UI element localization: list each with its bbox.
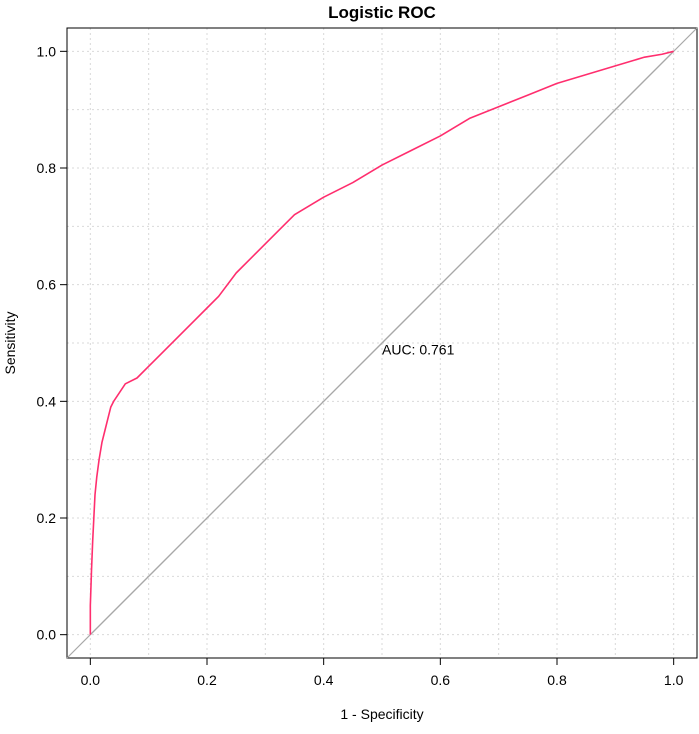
x-tick-label: 0.8 — [547, 672, 567, 688]
y-tick-label: 0.0 — [37, 627, 57, 643]
series — [66, 27, 698, 659]
roc-curve-line — [89, 50, 674, 635]
y-tick-label: 0.8 — [37, 160, 57, 176]
x-axis-ticks: 0.0 0.2 0.4 0.6 0.8 1.0 — [81, 658, 684, 688]
y-tick-label: 0.6 — [37, 277, 57, 293]
axes: 0.0 0.2 0.4 0.6 0.8 1.0 0.0 0.2 0.4 0.6 0.8 1.0 — [37, 27, 698, 688]
plot-frame — [66, 27, 698, 659]
y-axis-ticks: 0.0 0.2 0.4 0.6 0.8 1.0 — [37, 43, 67, 643]
x-tick-label: 0.4 — [314, 672, 334, 688]
y-tick-label: 0.2 — [37, 510, 57, 526]
auc-annotation: AUC: 0.761 — [382, 342, 455, 358]
x-axis-label: 1 - Specificity — [340, 706, 423, 722]
y-axis-label: Sensitivity — [2, 311, 18, 374]
reference-diagonal-extension — [66, 27, 698, 659]
x-tick-label: 0.6 — [431, 672, 451, 688]
chart-title: Logistic ROC — [328, 3, 436, 22]
x-tick-label: 0.2 — [197, 672, 217, 688]
y-tick-label: 1.0 — [37, 43, 57, 59]
x-tick-label: 0.0 — [81, 672, 101, 688]
y-tick-label: 0.4 — [37, 393, 57, 409]
x-tick-label: 1.0 — [664, 672, 684, 688]
